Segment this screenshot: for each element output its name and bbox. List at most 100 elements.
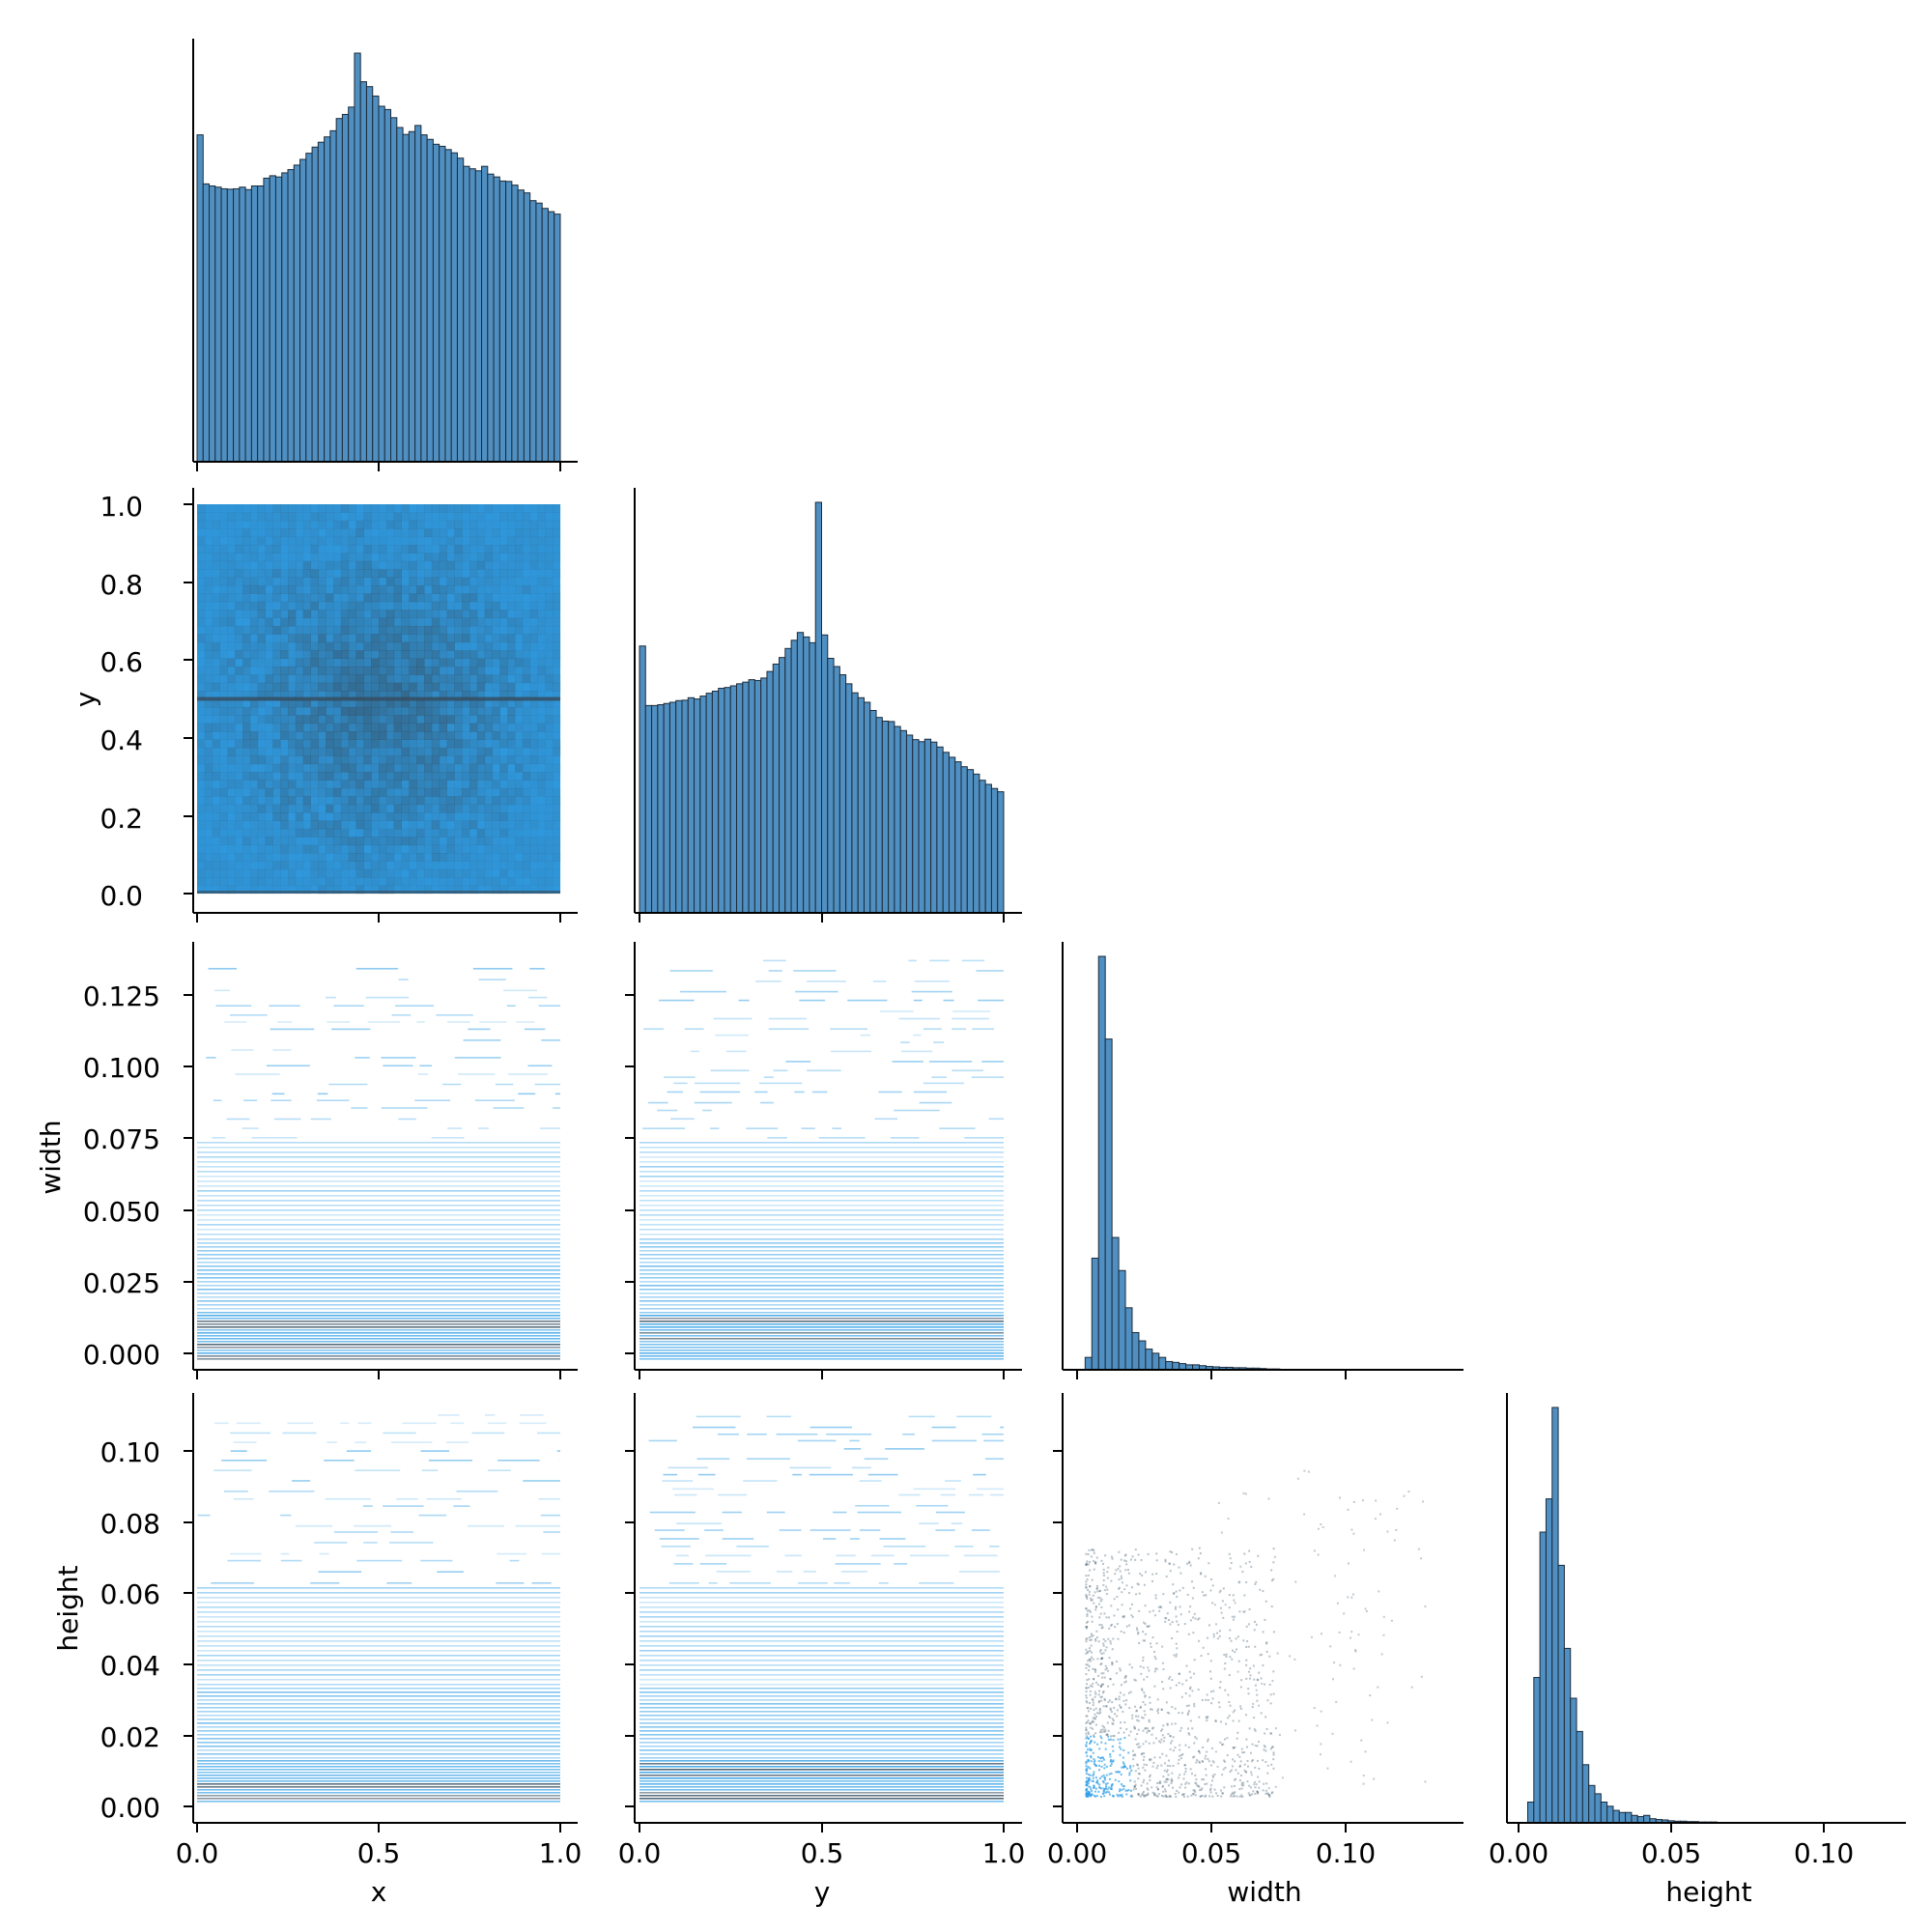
scatter-point xyxy=(1197,1618,1200,1621)
heatmap-cell xyxy=(446,650,455,660)
scatter-point xyxy=(1143,1755,1146,1758)
heatmap-cell xyxy=(446,536,455,546)
heatmap-cell xyxy=(385,723,395,732)
heatmap-cell xyxy=(363,715,372,724)
scatter-point xyxy=(1162,1790,1165,1793)
scatter-point xyxy=(1250,1774,1253,1776)
heatmap-cell xyxy=(295,868,304,878)
heatmap-cell xyxy=(318,682,327,692)
scatter-point xyxy=(1093,1735,1095,1738)
heatmap-cell xyxy=(295,610,304,619)
heatmap-cell xyxy=(553,731,561,740)
heatmap-cell xyxy=(288,512,297,522)
heatmap-cell xyxy=(484,723,493,732)
heatmap-cell xyxy=(204,641,213,651)
heatmap-cell xyxy=(318,553,327,562)
scatter-point xyxy=(1240,1794,1243,1797)
scatter-point xyxy=(1207,1636,1209,1639)
heatmap-cell xyxy=(280,885,289,895)
heatmap-cell xyxy=(529,544,538,554)
scatter-point xyxy=(1127,1592,1130,1595)
scatter-point xyxy=(1095,1715,1098,1718)
heatmap-cell xyxy=(295,641,304,651)
scatter-point xyxy=(1130,1666,1133,1669)
heatmap-line xyxy=(639,1742,1004,1744)
heatmap-dash xyxy=(402,1422,437,1425)
heatmap-cell xyxy=(385,804,395,813)
heatmap-cell xyxy=(227,796,236,806)
scatter-point xyxy=(1189,1686,1192,1689)
scatter-point xyxy=(1171,1772,1174,1775)
heatmap-cell xyxy=(484,634,493,643)
heatmap-dash xyxy=(945,1480,961,1482)
scatter-point xyxy=(1124,1675,1127,1678)
heatmap-dash xyxy=(355,1469,401,1471)
heatmap-cell xyxy=(333,641,342,651)
scatter-point xyxy=(1093,1771,1095,1774)
heatmap-cell xyxy=(529,536,538,546)
heatmap-cell xyxy=(439,828,447,838)
heatmap-dash xyxy=(363,1542,378,1544)
heatmap-cell xyxy=(197,804,206,813)
scatter-point xyxy=(1160,1708,1163,1711)
heatmap-cell xyxy=(310,658,319,668)
hist-bar-y xyxy=(973,773,980,914)
scatter-point xyxy=(1125,1625,1128,1628)
scatter-point xyxy=(1120,1575,1122,1577)
heatmap-cell xyxy=(409,861,417,870)
heatmap-cell xyxy=(529,877,538,887)
hist-bar-x xyxy=(456,157,465,463)
heatmap-cell xyxy=(385,715,395,724)
heatmap-cell xyxy=(310,601,319,611)
heatmap-cell xyxy=(446,820,455,830)
heatmap-cell xyxy=(197,747,206,756)
ylabel-height: height xyxy=(52,1565,84,1651)
heatmap-line xyxy=(197,1312,560,1314)
heatmap-cell xyxy=(340,853,350,862)
scatter-point xyxy=(1105,1765,1108,1768)
heatmap-cell xyxy=(431,868,440,878)
heatmap-dash xyxy=(803,1571,816,1573)
heatmap-cell xyxy=(355,780,364,789)
scatter-point xyxy=(1170,1781,1173,1784)
scatter-point xyxy=(1094,1690,1096,1693)
scatter-point xyxy=(1090,1760,1093,1763)
scatter-point xyxy=(1135,1710,1138,1713)
heatmap-cell xyxy=(348,698,356,708)
scatter-point xyxy=(1248,1608,1251,1611)
heatmap-cell xyxy=(295,625,304,635)
heatmap-cell xyxy=(431,698,440,708)
heatmap-cell xyxy=(507,553,516,562)
heatmap-cell xyxy=(272,698,281,708)
heatmap-cell xyxy=(235,715,243,724)
scatter-point xyxy=(1130,1586,1133,1589)
scatter-point xyxy=(1310,1635,1313,1638)
heatmap-cell xyxy=(212,666,220,675)
hist-bar-x xyxy=(426,138,434,463)
scatter-point xyxy=(1130,1603,1133,1605)
heatmap-cell xyxy=(454,853,463,862)
heatmap-dash xyxy=(282,1432,317,1435)
heatmap-cell xyxy=(302,698,311,708)
heatmap-dash xyxy=(981,1433,1004,1435)
heatmap-cell xyxy=(476,796,486,806)
heatmap-cell xyxy=(462,528,470,538)
heatmap-cell xyxy=(553,706,561,716)
heatmap-dash xyxy=(978,999,1004,1002)
scatter-point xyxy=(1157,1605,1160,1608)
scatter-point xyxy=(1112,1795,1115,1798)
scatter-point xyxy=(1196,1759,1199,1762)
scatter-point xyxy=(1174,1707,1177,1710)
scatter-point xyxy=(1095,1795,1098,1798)
heatmap-cell xyxy=(272,593,281,603)
scatter-point xyxy=(1258,1671,1261,1674)
heatmap-dash xyxy=(843,1448,862,1450)
heatmap-cell xyxy=(272,763,281,773)
heatmap-dash xyxy=(968,1493,984,1496)
heatmap-cell xyxy=(326,593,334,603)
heatmap-cell xyxy=(454,610,463,619)
scatter-point xyxy=(1205,1698,1208,1701)
heatmap-dash xyxy=(648,1439,677,1442)
scatter-point xyxy=(1184,1767,1187,1770)
heatmap-cell xyxy=(537,763,546,773)
